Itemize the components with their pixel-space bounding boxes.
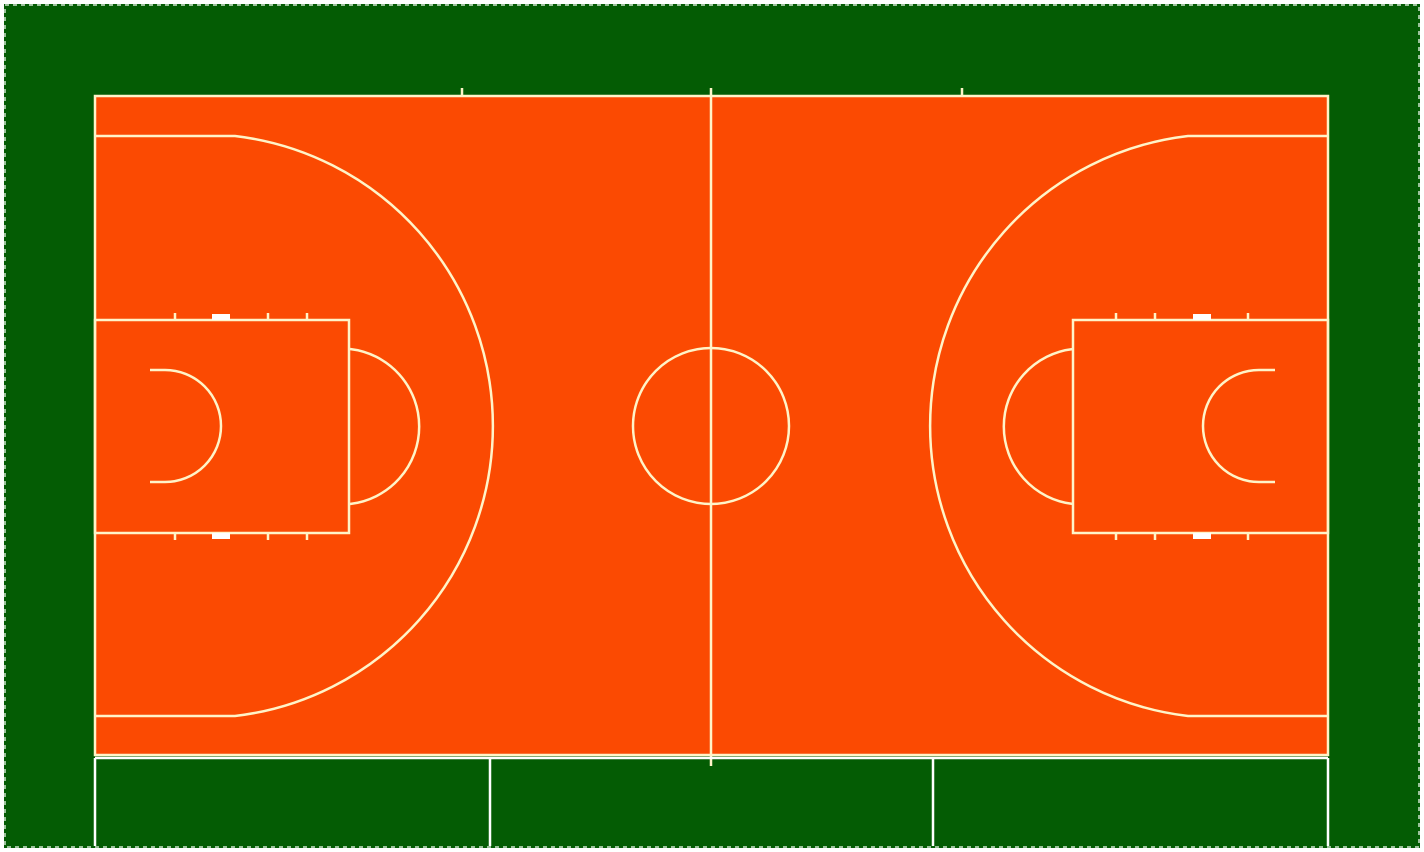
court-markings [93,88,1330,766]
right-block-mark-top [1193,314,1211,320]
right-block-mark-bottom [1193,533,1211,539]
right-free-throw-arc [1002,347,1074,506]
bench-area-lines [93,756,1330,846]
left-free-throw-arc [349,347,421,506]
left-block-mark-bottom [212,533,230,539]
right-restricted-arc [1201,368,1275,484]
key-block-marks [212,314,1211,539]
left-block-mark-top [212,314,230,320]
right-three-point-line [928,134,1328,718]
left-restricted-arc [150,368,223,484]
left-three-point-line [95,134,495,718]
surround-border [4,4,1420,848]
center-circle [631,346,791,506]
